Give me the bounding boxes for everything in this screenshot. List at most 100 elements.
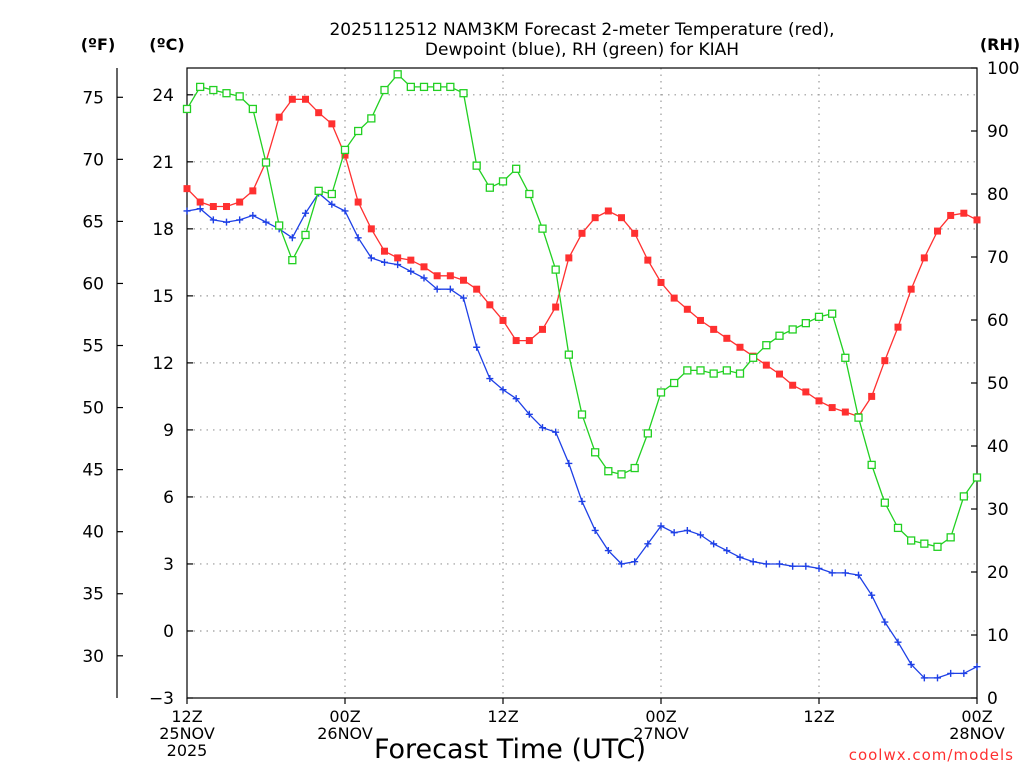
data-point [183, 207, 191, 215]
data-series [182, 70, 982, 682]
data-point [302, 209, 309, 217]
data-point [697, 316, 704, 324]
data-point [341, 151, 349, 159]
data-point [433, 272, 441, 280]
data-point [223, 203, 230, 211]
data-point [196, 205, 204, 213]
rh-tick-label: 10 [987, 626, 1009, 646]
data-point [261, 158, 271, 167]
data-point [907, 285, 915, 293]
data-point [577, 410, 587, 419]
data-point [867, 460, 876, 470]
fahrenheit-tick-label: 50 [82, 399, 104, 419]
data-point [183, 185, 191, 193]
time-tick-label: 12Z [171, 707, 202, 726]
data-point [222, 89, 231, 98]
data-point [631, 558, 639, 566]
data-point [525, 410, 533, 418]
data-point [591, 526, 599, 534]
data-point [539, 325, 546, 333]
data-point [775, 331, 784, 340]
data-point [973, 216, 981, 224]
data-point [618, 214, 625, 222]
data-point [591, 214, 599, 222]
data-point [433, 285, 441, 293]
series-2-meter-temperature [183, 95, 981, 421]
data-point [380, 85, 389, 95]
data-point [420, 263, 428, 271]
time-tick-label: 28NOV [949, 724, 1005, 743]
data-point [670, 378, 679, 388]
data-point [196, 198, 204, 206]
data-point [288, 234, 296, 242]
data-point [933, 542, 942, 551]
fahrenheit-tick-label: 30 [82, 647, 104, 667]
fahrenheit-axis: 75 70 65 60 55 50 45 40 35 30 [82, 68, 123, 698]
data-point [749, 353, 758, 362]
data-point [644, 256, 652, 264]
data-point [512, 337, 520, 345]
data-point [630, 463, 639, 473]
rh-tick-label: 90 [987, 122, 1009, 142]
celsius-tick-label: −3 [149, 689, 174, 709]
data-point [328, 200, 336, 208]
time-tick-label: 00Z [329, 707, 360, 726]
data-point [947, 211, 955, 219]
data-point [499, 386, 507, 394]
data-point [367, 225, 375, 233]
data-point [841, 408, 849, 416]
data-point [485, 183, 494, 192]
data-point [301, 230, 310, 240]
plot-frame [186, 67, 978, 699]
plot-border [186, 67, 978, 699]
data-point [947, 669, 955, 677]
data-point [407, 267, 415, 275]
data-point [656, 388, 666, 397]
fahrenheit-tick-label: 75 [82, 88, 104, 108]
data-point [433, 82, 442, 92]
data-point [262, 218, 270, 226]
data-point [354, 198, 362, 206]
data-point [710, 540, 718, 548]
data-point [354, 126, 363, 136]
data-point [498, 177, 508, 186]
data-point [894, 638, 902, 646]
data-point [236, 198, 244, 206]
data-point [893, 523, 903, 533]
data-point [419, 82, 429, 92]
time-tick-label: 2025 [167, 741, 208, 760]
data-point [564, 350, 573, 359]
data-point [683, 366, 692, 375]
data-point [815, 397, 823, 405]
data-point [407, 256, 415, 264]
time-tick-label: 26NOV [317, 724, 373, 743]
data-point [460, 294, 467, 302]
data-point [657, 278, 665, 286]
data-point [841, 569, 849, 577]
data-point [788, 325, 797, 334]
data-point [828, 569, 836, 577]
data-point [552, 303, 560, 311]
data-point [420, 274, 428, 282]
data-point [776, 560, 783, 568]
data-point [486, 375, 494, 383]
time-tick-label: 00Z [961, 707, 992, 726]
data-point [288, 255, 297, 265]
celsius-tick-label: 9 [163, 421, 174, 441]
data-point [446, 272, 454, 280]
data-point [473, 285, 481, 293]
data-point [315, 109, 323, 117]
data-point [538, 224, 547, 233]
rh-tick-label: 100 [987, 59, 1019, 79]
data-point [393, 70, 402, 79]
time-tick-label: 25NOV [159, 724, 215, 743]
series-line [186, 98, 978, 418]
data-point [762, 361, 770, 369]
data-point [920, 254, 928, 262]
data-point [735, 369, 745, 378]
data-point [381, 247, 388, 255]
data-point [657, 522, 665, 530]
celsius-tick-label: 15 [152, 287, 174, 307]
